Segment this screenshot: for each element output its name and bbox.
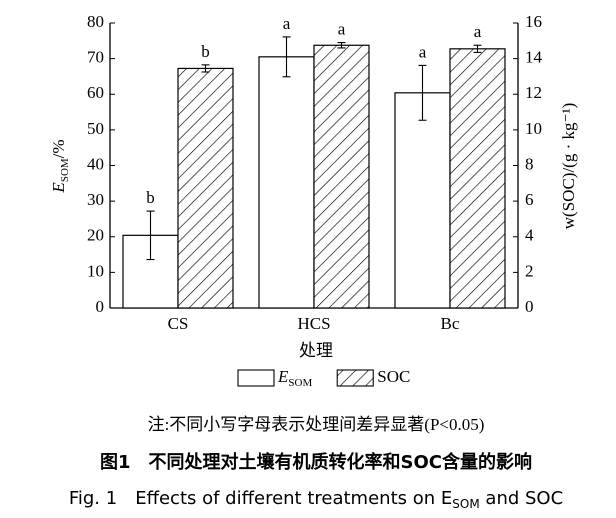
y2-tick-label: 14 xyxy=(525,48,543,67)
legend-label: SOC xyxy=(377,367,410,386)
caption-en: Fig. 1 Effects of different treatments o… xyxy=(69,488,563,511)
y-tick-label: 20 xyxy=(87,226,104,245)
error-bar xyxy=(418,64,427,121)
legend-name-sub: SOM xyxy=(288,377,312,389)
legend-label: ESOM xyxy=(277,367,312,389)
bar xyxy=(258,56,315,309)
significance-letter: b xyxy=(201,42,210,61)
y-tick-label: 30 xyxy=(87,190,104,209)
significance-letter: b xyxy=(146,188,155,207)
y2-tick-label: 12 xyxy=(525,83,542,102)
legend-name: SOC xyxy=(377,367,410,386)
significance-letter: a xyxy=(338,20,346,39)
error-bar xyxy=(282,36,291,78)
y-label-rest: /% xyxy=(49,139,68,158)
y2-tick-label: 4 xyxy=(525,226,534,245)
caption-en-main: Fig. 1 Effects of different treatments o… xyxy=(69,488,452,509)
y2-tick-label: 10 xyxy=(525,119,542,138)
y2-tick-label: 0 xyxy=(525,297,534,316)
y-tick-label: 0 xyxy=(96,297,105,316)
error-bar xyxy=(201,64,210,73)
note: 注:不同小写字母表示处理间差异显著(P<0.05) xyxy=(148,415,485,434)
legend-swatch xyxy=(237,369,275,387)
significance-letter: a xyxy=(474,22,482,41)
y-tick-label: 50 xyxy=(87,119,104,138)
y-tick-label: 60 xyxy=(87,83,104,102)
error-bar xyxy=(337,42,346,49)
y-axis-label: ESOM/% xyxy=(49,139,71,193)
x-axis-label: 处理 xyxy=(299,341,333,360)
bar xyxy=(449,48,506,309)
y2-tick-label: 8 xyxy=(525,154,534,173)
y-tick-label: 10 xyxy=(87,261,104,280)
y-tick-label: 40 xyxy=(87,154,104,173)
error-bar xyxy=(146,210,155,261)
significance-letter: a xyxy=(283,14,291,33)
y2-tick-label: 16 xyxy=(525,12,542,31)
y-label-main: E xyxy=(49,182,68,194)
y2-axis-label: w(SOC)/(g · kg⁻¹) xyxy=(559,103,578,229)
legend-name: E xyxy=(277,367,289,386)
bar xyxy=(394,92,451,309)
caption-cn: 图1 不同处理对土壤有机质转化率和SOC含量的影响 xyxy=(100,451,532,473)
x-tick-label: CS xyxy=(168,314,189,333)
y2-tick-label: 6 xyxy=(525,190,534,209)
error-bar xyxy=(473,44,482,53)
caption-en-rest: and SOC xyxy=(480,488,563,509)
y-tick-label: 70 xyxy=(87,48,104,67)
bar xyxy=(313,44,370,309)
x-tick-label: HCS xyxy=(297,314,330,333)
caption-en-sub: SOM xyxy=(452,497,479,511)
significance-letter: a xyxy=(419,42,427,61)
y-tick-label: 80 xyxy=(87,12,104,31)
bar xyxy=(177,67,234,309)
y2-tick-label: 2 xyxy=(525,261,534,280)
y-label-sub: SOM xyxy=(59,158,71,182)
x-tick-label: Bc xyxy=(441,314,460,333)
legend-swatch xyxy=(336,369,374,387)
